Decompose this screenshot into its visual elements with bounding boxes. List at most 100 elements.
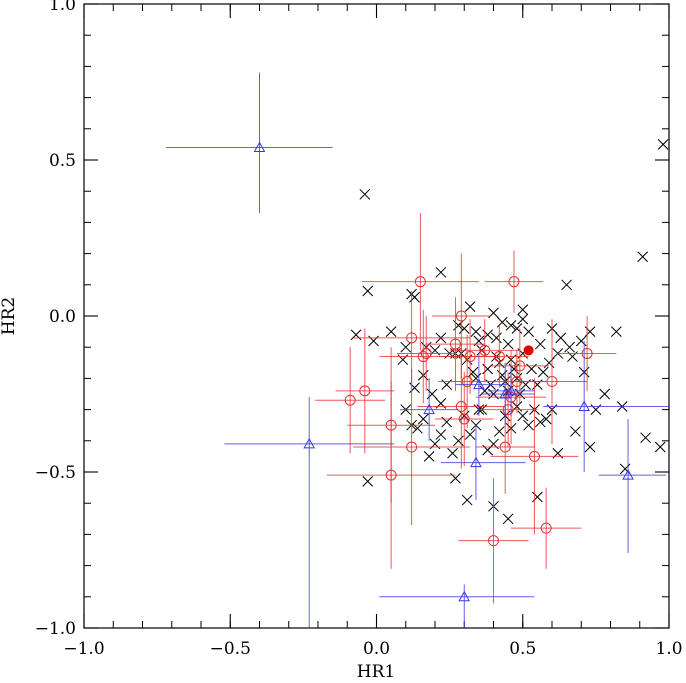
x-marker-point: [458, 323, 470, 334]
circle-marker-point: [493, 351, 505, 363]
x-marker-point: [423, 451, 435, 462]
series-filled-circle: [523, 345, 534, 356]
x-marker-point: [619, 463, 631, 475]
circle-marker-point: [385, 469, 397, 481]
x-marker-point: [575, 335, 587, 347]
x-marker-point: [523, 419, 534, 431]
x-marker-point: [461, 494, 473, 506]
x-marker-point: [637, 251, 649, 263]
x-marker-point: [400, 341, 412, 353]
x-tick-label: 0.5: [509, 639, 536, 659]
plot-frame: [83, 3, 670, 629]
x-marker-point: [409, 291, 420, 303]
x-marker-point: [435, 266, 447, 278]
y-tick-label: −1.0: [35, 619, 76, 639]
circle-marker-point: [455, 400, 467, 412]
x-tick-label: −0.5: [210, 639, 251, 659]
triangle-marker-point: [473, 378, 485, 390]
triangle-marker-point: [505, 384, 517, 396]
x-marker-point: [417, 413, 429, 425]
filled-circle-marker-point: [523, 345, 534, 356]
circle-marker-point: [514, 360, 526, 372]
triangle-marker-point: [470, 456, 482, 468]
circle-marker-point: [461, 376, 473, 388]
circle-marker-point: [344, 394, 356, 406]
plot-area-border: [83, 3, 670, 629]
x-marker-point: [447, 447, 458, 459]
circle-marker-point: [528, 450, 540, 462]
x-marker-point: [517, 410, 529, 422]
x-marker-point: [610, 326, 622, 337]
x-marker-point: [537, 366, 549, 378]
axis-tick-labels: −1.0 −0.5 0.0 0.5 1.0 −1.0 −0.5 0.0 0.5 1.0: [35, 0, 683, 659]
circle-marker-point: [420, 347, 432, 359]
x-marker-point: [362, 285, 374, 297]
x-marker-point: [654, 441, 666, 453]
x-marker-point: [657, 139, 669, 150]
x-marker-point: [362, 476, 374, 487]
x-marker-point: [435, 429, 447, 440]
circle-marker-point: [449, 338, 461, 350]
x-marker-point: [493, 426, 505, 437]
series-x: [350, 139, 669, 525]
x-marker-point: [464, 429, 476, 440]
x-marker-point: [426, 388, 438, 400]
x-marker-point: [385, 326, 397, 337]
x-tick-label: 0.0: [363, 639, 390, 659]
data-series: [165, 72, 669, 628]
x-marker-point: [532, 491, 543, 503]
x-marker-point: [517, 313, 529, 325]
series-circle: [315, 213, 617, 604]
x-marker-point: [482, 329, 494, 341]
x-marker-point: [570, 426, 581, 437]
axis-ticks: [83, 3, 670, 629]
triangle-marker-point: [303, 437, 316, 449]
circle-marker-point: [546, 376, 558, 388]
triangle-marker-point: [458, 590, 471, 602]
x-marker-point: [599, 388, 611, 400]
x-marker-point: [561, 279, 572, 291]
x-marker-point: [470, 326, 482, 337]
x-marker-point: [540, 413, 552, 425]
x-tick-label: −1.0: [63, 639, 104, 659]
x-marker-point: [511, 323, 523, 334]
triangle-marker-point: [499, 387, 512, 399]
x-marker-point: [359, 188, 371, 200]
circle-marker-point: [359, 385, 371, 397]
circle-marker-point: [479, 344, 491, 356]
x-marker-point: [517, 304, 529, 316]
circle-marker-point: [508, 276, 520, 288]
x-marker-point: [564, 341, 575, 353]
x-marker-point: [584, 441, 596, 453]
triangle-marker-point: [622, 469, 634, 480]
x-marker-point: [502, 513, 514, 525]
x-marker-point: [464, 301, 476, 312]
x-marker-point: [496, 316, 508, 328]
y-tick-label: 0.5: [49, 151, 76, 171]
x-marker-point: [534, 338, 546, 350]
x-marker-point: [453, 320, 464, 331]
triangle-marker-point: [423, 403, 435, 415]
y-tick-label: 0.0: [49, 307, 76, 327]
circle-marker-point: [417, 351, 429, 363]
circle-marker-point: [406, 332, 418, 344]
circle-marker-point: [414, 276, 426, 288]
x-marker-point: [640, 432, 651, 444]
x-axis-label: HR1: [357, 662, 395, 682]
x-marker-point: [505, 320, 517, 331]
circle-marker-point: [406, 441, 418, 453]
circle-marker-point: [540, 522, 552, 534]
triangle-marker-point: [253, 141, 266, 153]
x-marker-point: [534, 416, 546, 428]
x-tick-label: 1.0: [655, 639, 682, 659]
x-marker-point: [555, 332, 567, 344]
y-tick-label: −0.5: [35, 463, 76, 483]
x-marker-point: [523, 326, 534, 337]
x-marker-point: [584, 326, 596, 337]
series-triangle: [165, 72, 669, 628]
y-axis-label: HR2: [0, 297, 19, 335]
circle-marker-point: [499, 441, 511, 453]
circle-marker-point: [581, 347, 593, 359]
y-tick-label: 1.0: [49, 0, 76, 15]
